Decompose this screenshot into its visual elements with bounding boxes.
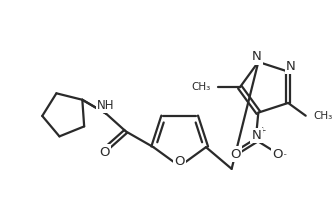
Text: NH: NH: [97, 99, 115, 112]
Text: O: O: [174, 155, 185, 168]
Text: O: O: [99, 146, 109, 159]
Text: CH₃: CH₃: [191, 82, 210, 92]
Text: ⁻: ⁻: [280, 151, 286, 164]
Text: O: O: [272, 148, 282, 161]
Text: +: +: [258, 126, 266, 135]
Text: N: N: [251, 51, 261, 64]
Text: CH₃: CH₃: [313, 111, 333, 121]
Text: N: N: [251, 129, 261, 142]
Text: N: N: [286, 60, 296, 73]
Text: O: O: [230, 148, 241, 161]
